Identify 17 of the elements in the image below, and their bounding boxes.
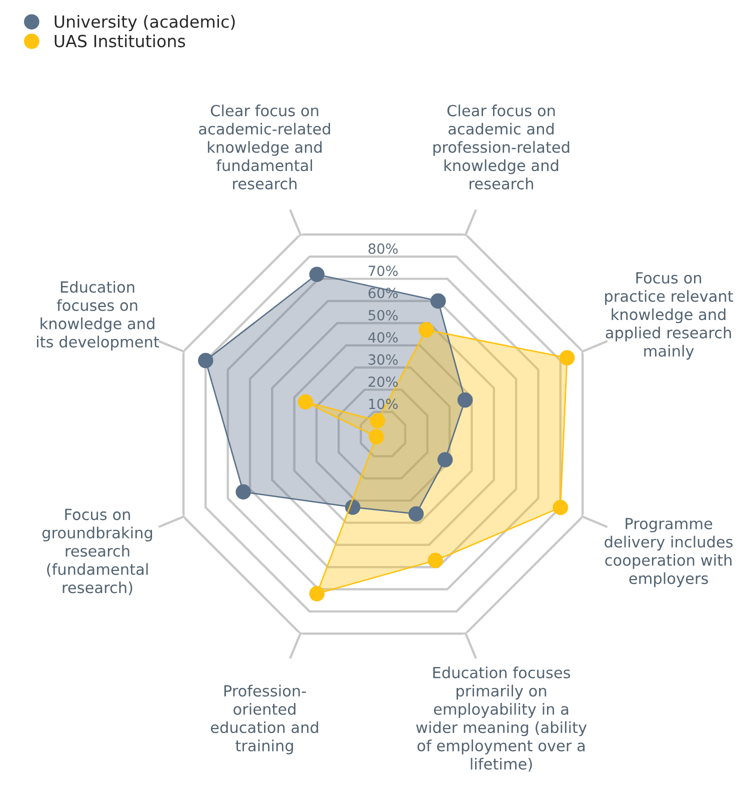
y-tick-label: 80% — [368, 243, 398, 254]
spoke-label: Education focuses on knowledge and its development — [37, 280, 160, 351]
y-tick-label: 70% — [368, 266, 398, 276]
spoke-label: Programme delivery includes cooperation with employers — [604, 518, 733, 588]
y-tick-label: 30% — [368, 354, 398, 365]
legend-label: UAS Institutions — [54, 34, 186, 48]
spoke-label: Clear focus on academic and profession-related knowledge and research — [433, 104, 570, 190]
spoke-label: Focus on groundbraking research (fundamental research) — [42, 508, 152, 596]
spoke-label: Focus on practice relevant knowledge and applied research mainly — [605, 272, 734, 360]
y-tick-label: 40% — [368, 332, 398, 343]
legend-label: University (academic) — [54, 15, 235, 32]
spoke-label: Clear focus on academic-related knowledge and fundamental research — [199, 104, 330, 190]
y-tick-label: 60% — [368, 288, 398, 298]
spoke-label: Education focuses primarily on employability in a wider meaning (ability of employment over a lifetime) — [416, 666, 587, 772]
y-tick-label: 20% — [368, 376, 398, 387]
y-tick-label: 50% — [368, 310, 398, 320]
spoke-label: Profession- oriented education and training — [210, 684, 318, 754]
